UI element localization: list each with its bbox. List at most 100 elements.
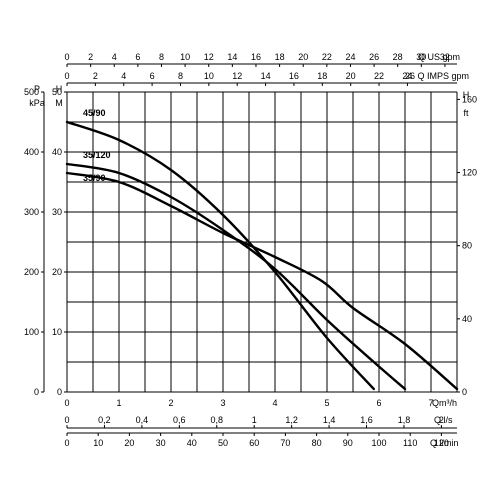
axis-lmin-tick-label: 0 [64,438,69,448]
axis-m3h-tick-label: 7 [428,398,433,408]
axis-ls-tick-label: 0,2 [98,415,111,425]
series-line-35-120 [65,162,407,391]
axis-lmin-tick-label: 100 [371,438,386,448]
axis-m3h-tick-label: 1 [116,398,121,408]
axis-ls-tick-label: 0,6 [173,415,186,425]
axis-lmin-tick-label: 30 [156,438,166,448]
axis-hm-tick-label: 30 [52,207,62,217]
axis-impsgpm-tick-label: 14 [261,71,271,81]
axis-kpa-label-top: P [34,84,40,94]
axis-lmin-tick-label: 90 [343,438,353,448]
axis-ls-tick-label: 1,4 [323,415,336,425]
axis-hft-label-unit: ft [463,108,469,118]
axis-usgpm-tick-label: 30 [416,52,426,62]
axis-ls-tick-label: 1 [252,415,257,425]
axis-impsgpm-tick-label: 8 [178,71,183,81]
axis-usgpm-tick-label: 8 [159,52,164,62]
axis-impsgpm-tick-label: 2 [93,71,98,81]
axis-lmin-tick-label: 40 [187,438,197,448]
grid-lines [66,91,458,393]
axis-kpa-tick-label: 0 [34,387,39,397]
axis-impsgpm-tick-label: 16 [289,71,299,81]
series-line-45-90 [65,120,375,391]
axis-usgpm-tick-label: 0 [64,52,69,62]
axis-hft-tick-label: 160 [462,94,477,104]
axis-impsgpm-tick-label: 24 [402,71,412,81]
axis-lmin-tick-label: 10 [93,438,103,448]
axis-lmin-tick-label: 60 [249,438,259,448]
axis-lmin-tick-label: 70 [280,438,290,448]
axis-kpa-tick-label: 200 [24,267,39,277]
axes [41,63,460,436]
axis-impsgpm-tick-label: 12 [232,71,242,81]
axis-lmin-tick-label: 110 [403,438,417,448]
axis-ls-tick-label: 1,6 [360,415,373,425]
axis-hm-tick-label: 40 [52,147,62,157]
axis-hm-tick-label: 20 [52,267,62,277]
axis-usgpm-tick-label: 4 [112,52,117,62]
axis-usgpm-tick-label: 14 [227,52,237,62]
axis-hft-tick-label: 80 [462,241,472,251]
axis-lmin-tick-label: 120 [434,438,449,448]
axis-impsgpm-tick-label: 20 [346,71,356,81]
axis-ls-tick-label: 1,2 [285,415,298,425]
axis-m3h-tick-label: 5 [324,398,329,408]
axis-hft-tick-label: 0 [462,387,467,397]
axis-kpa-label-unit: kPa [29,98,45,108]
axis-usgpm-tick-label: 24 [345,52,355,62]
axis-usgpm-tick-label: 20 [298,52,308,62]
axis-usgpm-label: Q US gpm [418,52,460,62]
axis-impsgpm-tick-label: 0 [64,71,69,81]
axis-lmin-tick-label: 50 [218,438,228,448]
axis-impsgpm-tick-label: 4 [121,71,126,81]
axis-kpa-tick-label: 500 [24,87,39,97]
series-labels: 45/90 35/120 35/90 [83,108,111,183]
axis-usgpm-tick-label: 12 [204,52,214,62]
axis-usgpm-tick-label: 28 [393,52,403,62]
axis-usgpm-tick-label: 6 [135,52,140,62]
axis-hft-label-top: H [463,90,470,100]
axis-impsgpm-tick-label: 10 [204,71,214,81]
axis-hm-tick-label: 50 [52,87,62,97]
axis-lmin-label: Q l/min [430,438,459,448]
axis-usgpm-tick-label: 26 [369,52,379,62]
axis-ls-label: Q l/s [434,415,453,425]
axis-m3h-tick-label: 3 [220,398,225,408]
axis-lmin-tick-label: 20 [124,438,134,448]
axis-kpa-tick-label: 300 [24,207,39,217]
axis-usgpm-tick-label: 32 [440,52,450,62]
tick-labels: 0100200300400500PkPa01020304050HM0408012… [24,52,477,448]
axis-ls-tick-label: 0,8 [211,415,224,425]
axis-hm-tick-label: 0 [57,387,62,397]
axis-m3h-tick-label: 2 [168,398,173,408]
series-label-35-90: 35/90 [83,173,106,183]
axis-kpa-tick-label: 100 [24,327,39,337]
axis-usgpm-tick-label: 22 [322,52,332,62]
axis-ls-tick-label: 1,8 [398,415,411,425]
axis-lmin-tick-label: 80 [312,438,322,448]
axis-ls-tick-label: 2 [439,415,444,425]
axis-impsgpm-label: 26 Q IMPS gpm [405,71,469,81]
series-lines [65,120,459,391]
axis-kpa-tick-label: 400 [24,147,39,157]
axis-usgpm-tick-label: 16 [251,52,261,62]
series-label-45-90: 45/90 [83,108,106,118]
axis-usgpm-tick-label: 2 [88,52,93,62]
axis-ls-tick-label: 0,4 [136,415,149,425]
axis-hm-label-unit: M [55,98,63,108]
axis-ls-tick-label: 0 [64,415,69,425]
axis-m3h-tick-label: 0 [64,398,69,408]
axis-hft-tick-label: 40 [462,314,472,324]
axis-hft-tick-label: 120 [462,168,477,178]
series-label-35-120: 35/120 [83,150,111,160]
axis-impsgpm-tick-label: 22 [374,71,384,81]
axis-impsgpm-tick-label: 6 [150,71,155,81]
axis-m3h-tick-label: 6 [376,398,381,408]
axis-m3h-tick-label: 4 [272,398,277,408]
axis-m3h-label: Qm³/h [432,398,457,408]
axis-usgpm-tick-label: 10 [180,52,190,62]
axis-usgpm-tick-label: 18 [275,52,285,62]
axis-hm-label-top: H [56,84,63,94]
